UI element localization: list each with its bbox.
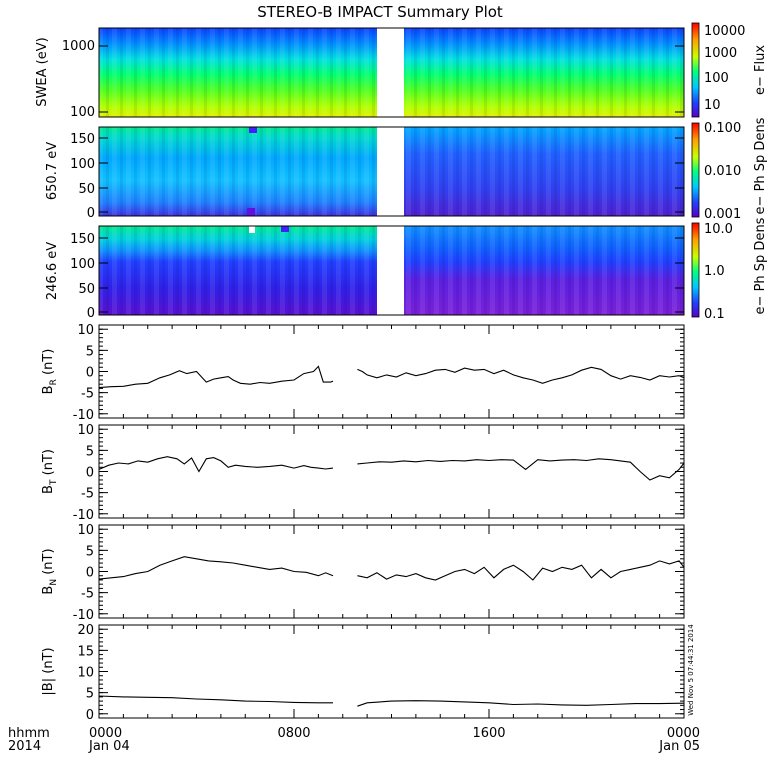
panel-Bmag: 20 15 10 5 0 |B| (nT) <box>41 623 685 723</box>
BT-series-line <box>98 456 334 473</box>
y-tick-label: 0 <box>86 708 94 723</box>
y-tick-label: 10 <box>77 423 94 438</box>
y-tick-label: 5 <box>86 687 94 702</box>
y-tick-label: 10 <box>77 323 94 338</box>
pad650-cbar-tick: 0.001 <box>704 207 741 222</box>
y-tick-label: 10 <box>77 666 94 681</box>
BR-series-line <box>357 366 685 384</box>
swea-cbar-label: e− Flux <box>753 45 768 95</box>
y-tick-label: 5 <box>86 344 94 359</box>
pad650-frame <box>98 126 685 217</box>
x-tick-label: 0000 <box>89 726 122 741</box>
BR-frame <box>98 324 685 419</box>
pad246-cbar-label: e− Ph Sp Dens <box>753 217 768 314</box>
y-tick-label: 10 <box>77 523 94 538</box>
Bmag-series-line <box>98 695 333 704</box>
pad246-colorbar <box>691 222 700 318</box>
pad246-blob <box>281 226 289 232</box>
y-tick-label: -10 <box>73 408 94 423</box>
y-tick-label: -10 <box>73 608 94 623</box>
x-tick-date: Jan 05 <box>658 739 700 754</box>
swea-panel: 1000 100 SWEA (eV) 10000 1000 100 10 e− … <box>35 22 768 120</box>
pad650-cbar-tick: 0.010 <box>704 164 741 179</box>
swea-ytick-label: 1000 <box>62 39 95 54</box>
y-tick-label: 5 <box>86 544 94 559</box>
pad246-ytick-label: 100 <box>70 257 95 272</box>
Bmag-series-line <box>357 700 685 707</box>
panel-BR: 10 5 0 -5 -10 BR (nT) <box>41 323 685 423</box>
data-gap <box>377 28 404 117</box>
y-tick-label: -5 <box>81 387 94 402</box>
x-tick-label: 1600 <box>472 726 505 741</box>
BN-ylabel: BN (nT) <box>41 548 59 594</box>
panel-BT: 10 5 0 -5 -10 BT (nT) <box>41 423 685 523</box>
x-tick-label: 0800 <box>277 726 310 741</box>
y-tick-label: 5 <box>86 444 94 459</box>
BT-series-line <box>357 458 685 481</box>
figure-title: STEREO-B IMPACT Summary Plot <box>257 3 503 21</box>
swea-cbar-tick: 10000 <box>704 24 745 39</box>
pad246-ytick-label: 50 <box>78 282 95 297</box>
BR-ylabel: BR (nT) <box>41 349 59 395</box>
BT-ylabel: BT (nT) <box>41 449 59 494</box>
x-axis-row1-label: hhmm <box>8 726 50 741</box>
y-tick-label: -5 <box>81 587 94 602</box>
pad246-cbar-tick: 10.0 <box>704 222 733 237</box>
pad650-panel: 150 100 50 0 650.7 eV 0.100 0.010 0.001 … <box>45 117 768 222</box>
pad650-cbar-tick: 0.100 <box>704 121 741 136</box>
x-axis-row2-label: 2014 <box>8 739 41 754</box>
BN-series-line <box>357 560 685 581</box>
y-tick-label: -10 <box>73 508 94 523</box>
pad246-ytick-label: 150 <box>70 232 95 247</box>
pad650-y-ticks <box>99 137 684 213</box>
y-tick-label: 20 <box>77 623 94 638</box>
pad650-blob <box>249 127 257 133</box>
pad650-blob <box>247 208 255 216</box>
pad246-blob <box>249 226 255 233</box>
swea-colorbar <box>691 22 700 118</box>
x-tick-date: Jan 04 <box>88 739 130 754</box>
swea-frame <box>98 27 685 118</box>
pad650-ytick-label: 0 <box>87 206 95 221</box>
pad246-cbar-tick: 0.1 <box>704 307 725 322</box>
pad246-ytick-label: 0 <box>87 306 95 321</box>
BR-series-line <box>98 365 334 389</box>
data-gap <box>377 226 404 315</box>
swea-ylabel: SWEA (eV) <box>35 37 50 106</box>
swea-cbar-tick: 100 <box>704 71 729 86</box>
magnetic-field-panels: 10 5 0 -5 -10 BR (nT) 10 5 0 -5 -10 BT (nT) 10 5 0 -5 -1… <box>41 323 685 723</box>
pad650-ytick-label: 50 <box>78 182 95 197</box>
pad650-cbar-label: e− Ph Sp Dens <box>753 117 768 214</box>
pad246-panel: 150 100 50 0 246.6 eV 10.0 1.0 0.1 e− Ph… <box>45 217 768 322</box>
pad246-frame <box>98 225 685 316</box>
data-gap <box>377 127 404 216</box>
BN-series-line <box>98 556 334 580</box>
pad650-ytick-label: 100 <box>70 157 95 172</box>
pad650-ytick-label: 150 <box>70 132 95 147</box>
pad246-cbar-tick: 1.0 <box>704 264 725 279</box>
Bmag-ylabel: |B| (nT) <box>41 647 56 695</box>
generation-timestamp: Wed Nov 5 07:44:31 2014 <box>687 624 695 716</box>
pad650-ylabel: 650.7 eV <box>45 142 60 200</box>
pad246-ylabel: 246.6 eV <box>45 242 60 300</box>
pad246-y-ticks <box>99 237 684 313</box>
y-tick-label: 0 <box>86 466 94 481</box>
y-tick-label: 0 <box>86 366 94 381</box>
BN-frame <box>98 524 685 619</box>
swea-ytick-label: 100 <box>70 105 95 120</box>
BT-frame <box>98 424 685 519</box>
y-tick-label: 15 <box>77 644 94 659</box>
swea-cbar-tick: 10 <box>704 98 721 113</box>
x-tick-label: 0000 <box>667 726 700 741</box>
swea-y-ticks <box>99 45 684 113</box>
x-axis-labels: hhmm 2014 0000 Jan 04 0800 1600 0000 Jan… <box>8 726 700 754</box>
y-tick-label: -5 <box>81 487 94 502</box>
pad650-colorbar <box>691 122 700 218</box>
swea-cbar-tick: 1000 <box>704 46 737 61</box>
panel-BN: 10 5 0 -5 -10 BN (nT) <box>41 523 685 623</box>
y-tick-label: 0 <box>86 566 94 581</box>
Bmag-frame <box>98 624 685 719</box>
